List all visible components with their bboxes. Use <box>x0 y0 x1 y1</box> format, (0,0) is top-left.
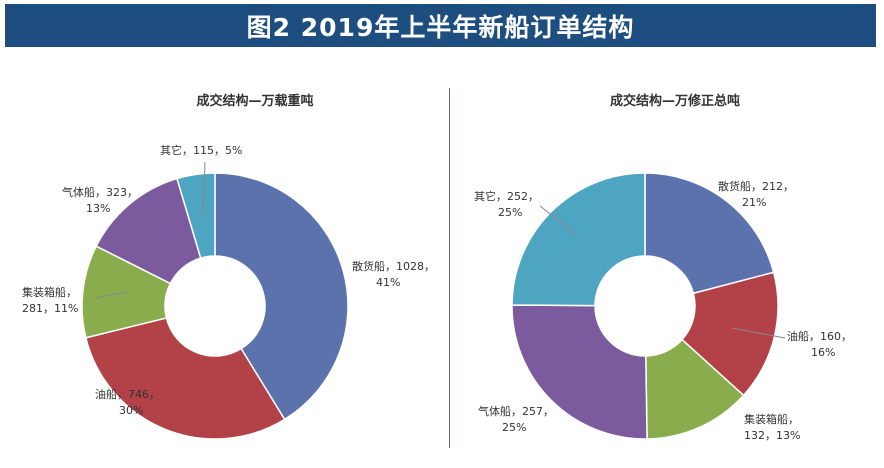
chart0-label-4: 其它，115，5% <box>160 143 242 157</box>
chart1-slice-1 <box>680 271 779 397</box>
chart0-slice-0 <box>214 172 349 421</box>
chart1-slice-3 <box>511 304 648 440</box>
chart0-slice-1 <box>84 317 286 440</box>
chart1-label-4: 其它，252， 25% <box>474 189 539 219</box>
chart0-label-2: 集装箱船， 281，11% <box>22 285 78 315</box>
chart0-label-0: 散货船，1028， 41% <box>352 259 435 289</box>
chart1-label-3: 气体船，257， 25% <box>478 404 554 434</box>
chart1-slice-0 <box>644 172 775 295</box>
chart0-leader-2 <box>95 291 129 299</box>
chart0-slice-3 <box>95 177 202 285</box>
chart1-label-2: 集装箱船， 132，13% <box>744 412 800 442</box>
chart0-label-3: 气体船，323， 13% <box>62 185 138 215</box>
chart1-leader-4 <box>539 205 579 237</box>
chart-left-title: 成交结构—万载重吨 <box>196 94 314 109</box>
figure-title: 图2 2019年上半年新船订单结构 <box>246 12 635 42</box>
panel-divider <box>449 88 450 448</box>
chart0-leader-4 <box>202 161 206 215</box>
chart1-label-0: 散货船，212， 21% <box>718 179 794 209</box>
chart0-slice-4 <box>176 172 216 260</box>
figure-title-banner: 图2 2019年上半年新船订单结构 <box>5 4 876 47</box>
chart-right-title: 成交结构—万修正总吨 <box>609 94 740 109</box>
chart1-slice-2 <box>645 338 745 440</box>
chart1-label-1: 油船，160， 16% <box>787 329 852 359</box>
chart1-slice-4 <box>511 172 646 307</box>
chart0-label-1: 油船，746， 30% <box>95 387 160 417</box>
chart1-leader-1 <box>731 327 786 339</box>
